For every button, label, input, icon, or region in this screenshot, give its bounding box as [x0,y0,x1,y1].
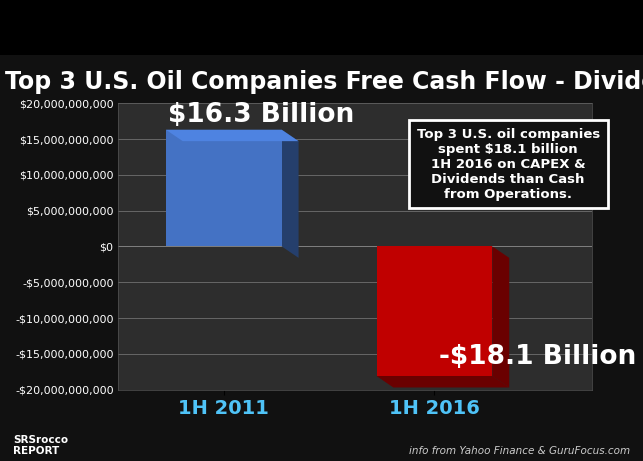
Text: -$18.1 Billion: -$18.1 Billion [439,344,636,370]
Polygon shape [166,130,282,247]
Title: Top 3 U.S. Oil Companies Free Cash Flow - Dividends: Top 3 U.S. Oil Companies Free Cash Flow … [5,71,643,95]
Text: $16.3 Billion: $16.3 Billion [168,101,354,128]
Polygon shape [377,376,509,387]
Polygon shape [166,130,298,141]
Text: SRSrocco
REPORT: SRSrocco REPORT [13,435,68,456]
Polygon shape [377,247,493,376]
Polygon shape [493,247,509,387]
Text: Top 3 U.S. oil companies
spent $18.1 billion
1H 2016 on CAPEX &
Dividends than C: Top 3 U.S. oil companies spent $18.1 bil… [417,128,600,201]
Polygon shape [282,130,298,258]
Text: info from Yahoo Finance & GuruFocus.com: info from Yahoo Finance & GuruFocus.com [409,446,630,456]
